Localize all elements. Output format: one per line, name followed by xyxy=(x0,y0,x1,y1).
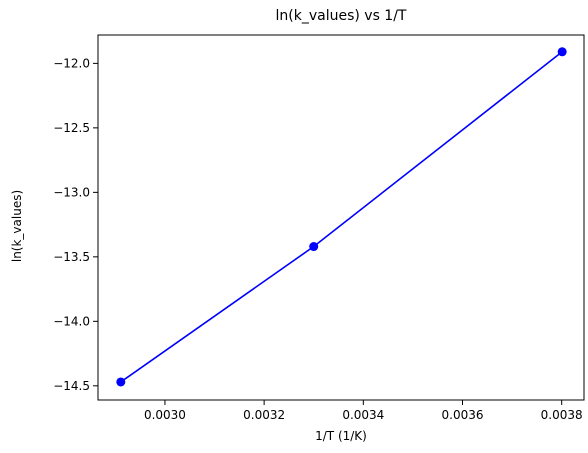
data-point xyxy=(557,47,567,57)
y-tick-label: −14.5 xyxy=(53,379,90,393)
plot-area xyxy=(97,34,585,401)
series-layer xyxy=(116,47,567,387)
chart-title: ln(k_values) vs 1/T xyxy=(276,8,407,24)
x-tick-label: 0.0038 xyxy=(541,408,583,422)
y-tick-label: −12.5 xyxy=(53,121,90,135)
x-axis-label: 1/T (1/K) xyxy=(315,429,367,443)
x-tick-label: 0.0030 xyxy=(144,408,186,422)
data-point xyxy=(309,242,319,252)
y-tick-label: −13.5 xyxy=(53,250,90,264)
y-tick-label: −14.0 xyxy=(53,314,90,328)
x-axis-ticks: 0.0030 0.0032 0.0034 0.0036 0.0038 xyxy=(144,400,583,422)
x-tick-label: 0.0032 xyxy=(243,408,285,422)
y-tick-label: −12.0 xyxy=(53,56,90,70)
x-tick-label: 0.0036 xyxy=(442,408,484,422)
plot-frame xyxy=(97,34,585,401)
data-point xyxy=(116,377,126,387)
y-tick-label: −13.0 xyxy=(53,185,90,199)
y-axis-ticks: −14.5 −14.0 −13.5 −13.0 −12.5 −12.0 xyxy=(53,56,98,393)
y-axis-label: ln(k_values) xyxy=(10,190,24,262)
x-tick-label: 0.0034 xyxy=(342,408,384,422)
